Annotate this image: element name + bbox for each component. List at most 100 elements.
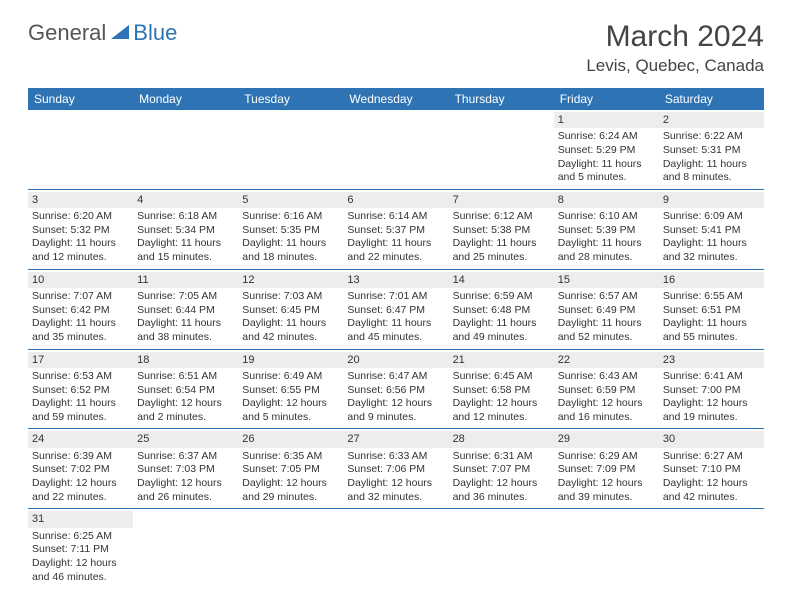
- sunrise-line: Sunrise: 6:10 AM: [558, 210, 655, 224]
- calendar-cell: 3Sunrise: 6:20 AMSunset: 5:32 PMDaylight…: [28, 190, 133, 270]
- calendar-cell-empty: [659, 509, 764, 588]
- sunrise-line: Sunrise: 6:20 AM: [32, 210, 129, 224]
- daylight-line: Daylight: 11 hours and 52 minutes.: [558, 317, 655, 344]
- calendar-cell: 27Sunrise: 6:33 AMSunset: 7:06 PMDayligh…: [343, 429, 448, 509]
- sunrise-line: Sunrise: 7:07 AM: [32, 290, 129, 304]
- daylight-line: Daylight: 11 hours and 5 minutes.: [558, 158, 655, 185]
- sunset-line: Sunset: 7:00 PM: [663, 384, 760, 398]
- calendar-cell: 12 Sunrise: 7:03 AMSunset: 6:45 PMDayligh…: [238, 270, 343, 350]
- daylight-line: Daylight: 11 hours and 25 minutes.: [453, 237, 550, 264]
- calendar-cell-empty: [554, 509, 659, 588]
- sunset-line: Sunset: 6:51 PM: [663, 304, 760, 318]
- calendar-cell: 16Sunrise: 6:55 AMSunset: 6:51 PMDayligh…: [659, 270, 764, 350]
- sunrise-line: Sunrise: 6:59 AM: [453, 290, 550, 304]
- sunset-line: Sunset: 6:49 PM: [558, 304, 655, 318]
- day-number: 1: [554, 112, 659, 128]
- day-number: 12: [238, 272, 343, 288]
- daylight-line: Daylight: 11 hours and 18 minutes.: [242, 237, 339, 264]
- sunset-line: Sunset: 7:06 PM: [347, 463, 444, 477]
- weekday-header: Thursday: [449, 88, 554, 110]
- day-number: 9: [659, 192, 764, 208]
- calendar-cell: 14Sunrise: 6:59 AMSunset: 6:48 PMDayligh…: [449, 270, 554, 350]
- weekday-header: Tuesday: [238, 88, 343, 110]
- daylight-line: Daylight: 12 hours and 16 minutes.: [558, 397, 655, 424]
- sunrise-line: Sunrise: 6:25 AM: [32, 530, 129, 544]
- daylight-line: Daylight: 12 hours and 22 minutes.: [32, 477, 129, 504]
- sunset-line: Sunset: 5:41 PM: [663, 224, 760, 238]
- sunset-line: Sunset: 6:47 PM: [347, 304, 444, 318]
- day-number: 2: [659, 112, 764, 128]
- calendar-cell-empty: [238, 509, 343, 588]
- calendar-cell: 10Sunrise: 7:07 AMSunset: 6:42 PMDayligh…: [28, 270, 133, 350]
- calendar-cell-empty: [449, 110, 554, 190]
- calendar-cell: 9 Sunrise: 6:09 AMSunset: 5:41 PMDaylight…: [659, 190, 764, 270]
- calendar-cell: 31Sunrise: 6:25 AMSunset: 7:11 PMDayligh…: [28, 509, 133, 588]
- weekday-header: Wednesday: [343, 88, 448, 110]
- day-number: 25: [133, 431, 238, 447]
- sunset-line: Sunset: 6:58 PM: [453, 384, 550, 398]
- sunrise-line: Sunrise: 6:22 AM: [663, 130, 760, 144]
- day-number: 11: [133, 272, 238, 288]
- sunrise-line: Sunrise: 6:14 AM: [347, 210, 444, 224]
- title-block: March 2024 Levis, Quebec, Canada: [586, 20, 764, 76]
- sunrise-line: Sunrise: 6:39 AM: [32, 450, 129, 464]
- sunrise-line: Sunrise: 7:05 AM: [137, 290, 234, 304]
- daylight-line: Daylight: 12 hours and 5 minutes.: [242, 397, 339, 424]
- sunrise-line: Sunrise: 7:03 AM: [242, 290, 339, 304]
- daylight-line: Daylight: 12 hours and 2 minutes.: [137, 397, 234, 424]
- day-number: 4: [133, 192, 238, 208]
- calendar-grid: SundayMondayTuesdayWednesdayThursdayFrid…: [28, 88, 764, 588]
- calendar-cell-empty: [133, 509, 238, 588]
- calendar-cell-empty: [343, 509, 448, 588]
- sunrise-line: Sunrise: 6:55 AM: [663, 290, 760, 304]
- daylight-line: Daylight: 12 hours and 9 minutes.: [347, 397, 444, 424]
- calendar-cell-empty: [28, 110, 133, 190]
- weekday-header: Friday: [554, 88, 659, 110]
- day-number: 27: [343, 431, 448, 447]
- day-number: 13: [343, 272, 448, 288]
- sunrise-line: Sunrise: 6:18 AM: [137, 210, 234, 224]
- sunset-line: Sunset: 6:55 PM: [242, 384, 339, 398]
- daylight-line: Daylight: 12 hours and 42 minutes.: [663, 477, 760, 504]
- daylight-line: Daylight: 11 hours and 22 minutes.: [347, 237, 444, 264]
- sunrise-line: Sunrise: 6:09 AM: [663, 210, 760, 224]
- daylight-line: Daylight: 11 hours and 32 minutes.: [663, 237, 760, 264]
- calendar-cell: 21Sunrise: 6:45 AMSunset: 6:58 PMDayligh…: [449, 350, 554, 430]
- calendar-cell: 5Sunrise: 6:16 AMSunset: 5:35 PMDaylight…: [238, 190, 343, 270]
- daylight-line: Daylight: 12 hours and 26 minutes.: [137, 477, 234, 504]
- day-number: 7: [449, 192, 554, 208]
- sunset-line: Sunset: 7:07 PM: [453, 463, 550, 477]
- weekday-header: Monday: [133, 88, 238, 110]
- day-number: 31: [28, 511, 133, 527]
- daylight-line: Daylight: 11 hours and 45 minutes.: [347, 317, 444, 344]
- calendar-cell: 13Sunrise: 7:01 AMSunset: 6:47 PMDayligh…: [343, 270, 448, 350]
- daylight-line: Daylight: 12 hours and 12 minutes.: [453, 397, 550, 424]
- calendar-cell: 6Sunrise: 6:14 AMSunset: 5:37 PMDaylight…: [343, 190, 448, 270]
- calendar-cell-empty: [238, 110, 343, 190]
- calendar-cell: 1Sunrise: 6:24 AMSunset: 5:29 PMDaylight…: [554, 110, 659, 190]
- day-number: 8: [554, 192, 659, 208]
- day-number: 19: [238, 352, 343, 368]
- daylight-line: Daylight: 12 hours and 46 minutes.: [32, 557, 129, 584]
- sunrise-line: Sunrise: 6:41 AM: [663, 370, 760, 384]
- weekday-header: Saturday: [659, 88, 764, 110]
- calendar-cell: 15Sunrise: 6:57 AMSunset: 6:49 PMDayligh…: [554, 270, 659, 350]
- calendar-cell: 18Sunrise: 6:51 AMSunset: 6:54 PMDayligh…: [133, 350, 238, 430]
- daylight-line: Daylight: 11 hours and 42 minutes.: [242, 317, 339, 344]
- sunrise-line: Sunrise: 6:29 AM: [558, 450, 655, 464]
- sunset-line: Sunset: 6:59 PM: [558, 384, 655, 398]
- calendar-cell-empty: [449, 509, 554, 588]
- calendar-cell: 26Sunrise: 6:35 AMSunset: 7:05 PMDayligh…: [238, 429, 343, 509]
- calendar-cell: 25Sunrise: 6:37 AMSunset: 7:03 PMDayligh…: [133, 429, 238, 509]
- sunset-line: Sunset: 7:05 PM: [242, 463, 339, 477]
- calendar-cell: 22Sunrise: 6:43 AMSunset: 6:59 PMDayligh…: [554, 350, 659, 430]
- day-number: 22: [554, 352, 659, 368]
- sunrise-line: Sunrise: 6:27 AM: [663, 450, 760, 464]
- sunset-line: Sunset: 6:45 PM: [242, 304, 339, 318]
- title-location: Levis, Quebec, Canada: [586, 56, 764, 76]
- day-number: 10: [28, 272, 133, 288]
- sunrise-line: Sunrise: 6:49 AM: [242, 370, 339, 384]
- sunset-line: Sunset: 5:35 PM: [242, 224, 339, 238]
- daylight-line: Daylight: 12 hours and 36 minutes.: [453, 477, 550, 504]
- logo-sail-icon: [109, 23, 131, 44]
